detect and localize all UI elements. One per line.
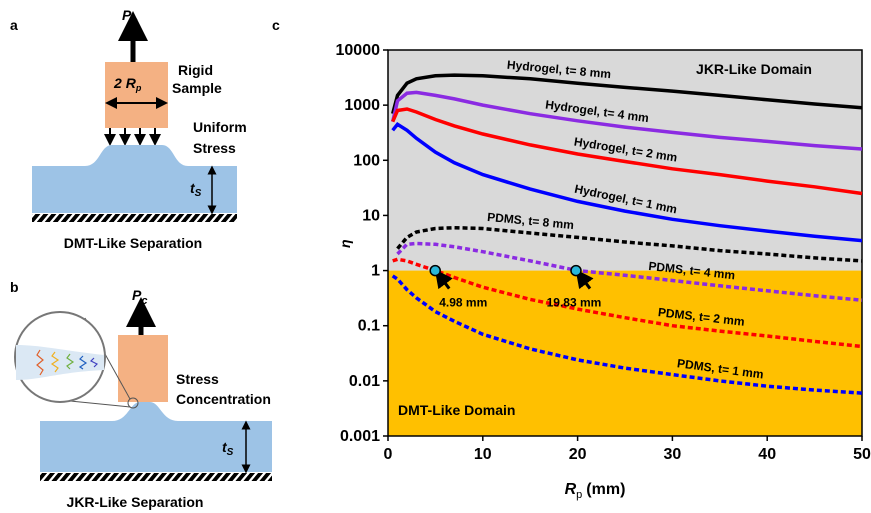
series-line: [396, 225, 863, 263]
x-tick-label: 10: [474, 446, 492, 463]
rigid-sample: [118, 335, 168, 402]
domain-region: [388, 270, 862, 436]
sample-label: Sample: [172, 80, 222, 96]
x-tick-label: 50: [853, 446, 871, 463]
x-tick-label: 30: [664, 446, 682, 463]
series-line: [391, 73, 863, 115]
axes-frame: [387, 49, 863, 437]
stress-arrows: [104, 128, 161, 146]
ground: [40, 473, 272, 481]
y-tick-label: 1: [371, 263, 380, 280]
rigid-sample: [105, 62, 168, 128]
substrate: [40, 402, 272, 472]
annotation-label: 4.98 mm: [439, 296, 487, 310]
y-tick-label: 10: [362, 207, 380, 224]
sample-label: Rigid: [178, 62, 213, 78]
domain-label: DMT-Like Domain: [398, 402, 515, 418]
annotation-marker: [570, 264, 582, 277]
y-tick-label: 0.001: [340, 428, 380, 445]
x-tick-label: 40: [758, 446, 776, 463]
y-tick-label: 0.01: [349, 373, 380, 390]
y-tick-label: 100: [353, 152, 380, 169]
series-line: [396, 241, 863, 302]
x-axis-label-part: R: [565, 481, 577, 498]
force-label: Pc: [132, 287, 147, 307]
force-label: Pc: [122, 7, 137, 27]
domain-label: JKR-Like Domain: [696, 61, 812, 77]
zoom-spot: [127, 397, 139, 409]
thickness-label: tS: [222, 439, 234, 458]
stress-label: Stress: [193, 140, 236, 156]
stress-label: Stress: [176, 371, 219, 387]
x-axis-label: Rp (mm): [565, 481, 626, 501]
annotation-arrow: [434, 269, 453, 290]
y-tick-label: 10000: [336, 42, 381, 59]
zoom-bonds: [36, 349, 99, 376]
panel-label: c: [272, 17, 280, 33]
substrate: [32, 145, 237, 213]
stress-label: Concentration: [176, 391, 271, 407]
y-tick-label: 1000: [344, 97, 380, 114]
stress-label: Uniform: [193, 119, 247, 135]
series-line: [391, 107, 863, 196]
series-line: [391, 274, 863, 395]
x-axis-label-part: (mm): [586, 481, 625, 498]
x-axis-label-part: p: [576, 489, 582, 501]
annotation-marker: [429, 264, 441, 277]
ground: [32, 214, 237, 222]
thickness-label: tS: [190, 180, 202, 199]
annotation-label: 19.83 mm: [547, 296, 602, 310]
x-tick-label: 0: [384, 446, 393, 463]
caption: JKR-Like Separation: [67, 494, 204, 510]
series-line: [390, 90, 863, 151]
caption: DMT-Like Separation: [64, 235, 202, 251]
y-tick-label: 0.1: [358, 318, 380, 335]
panel-label: b: [10, 279, 19, 295]
panel-label: a: [10, 17, 18, 33]
series-line: [392, 257, 863, 349]
width-label: 2 Rp: [113, 75, 142, 93]
series-line: [391, 121, 863, 243]
y-axis-label: η: [337, 239, 353, 248]
annotation-arrow: [575, 269, 594, 290]
x-tick-label: 20: [569, 446, 587, 463]
